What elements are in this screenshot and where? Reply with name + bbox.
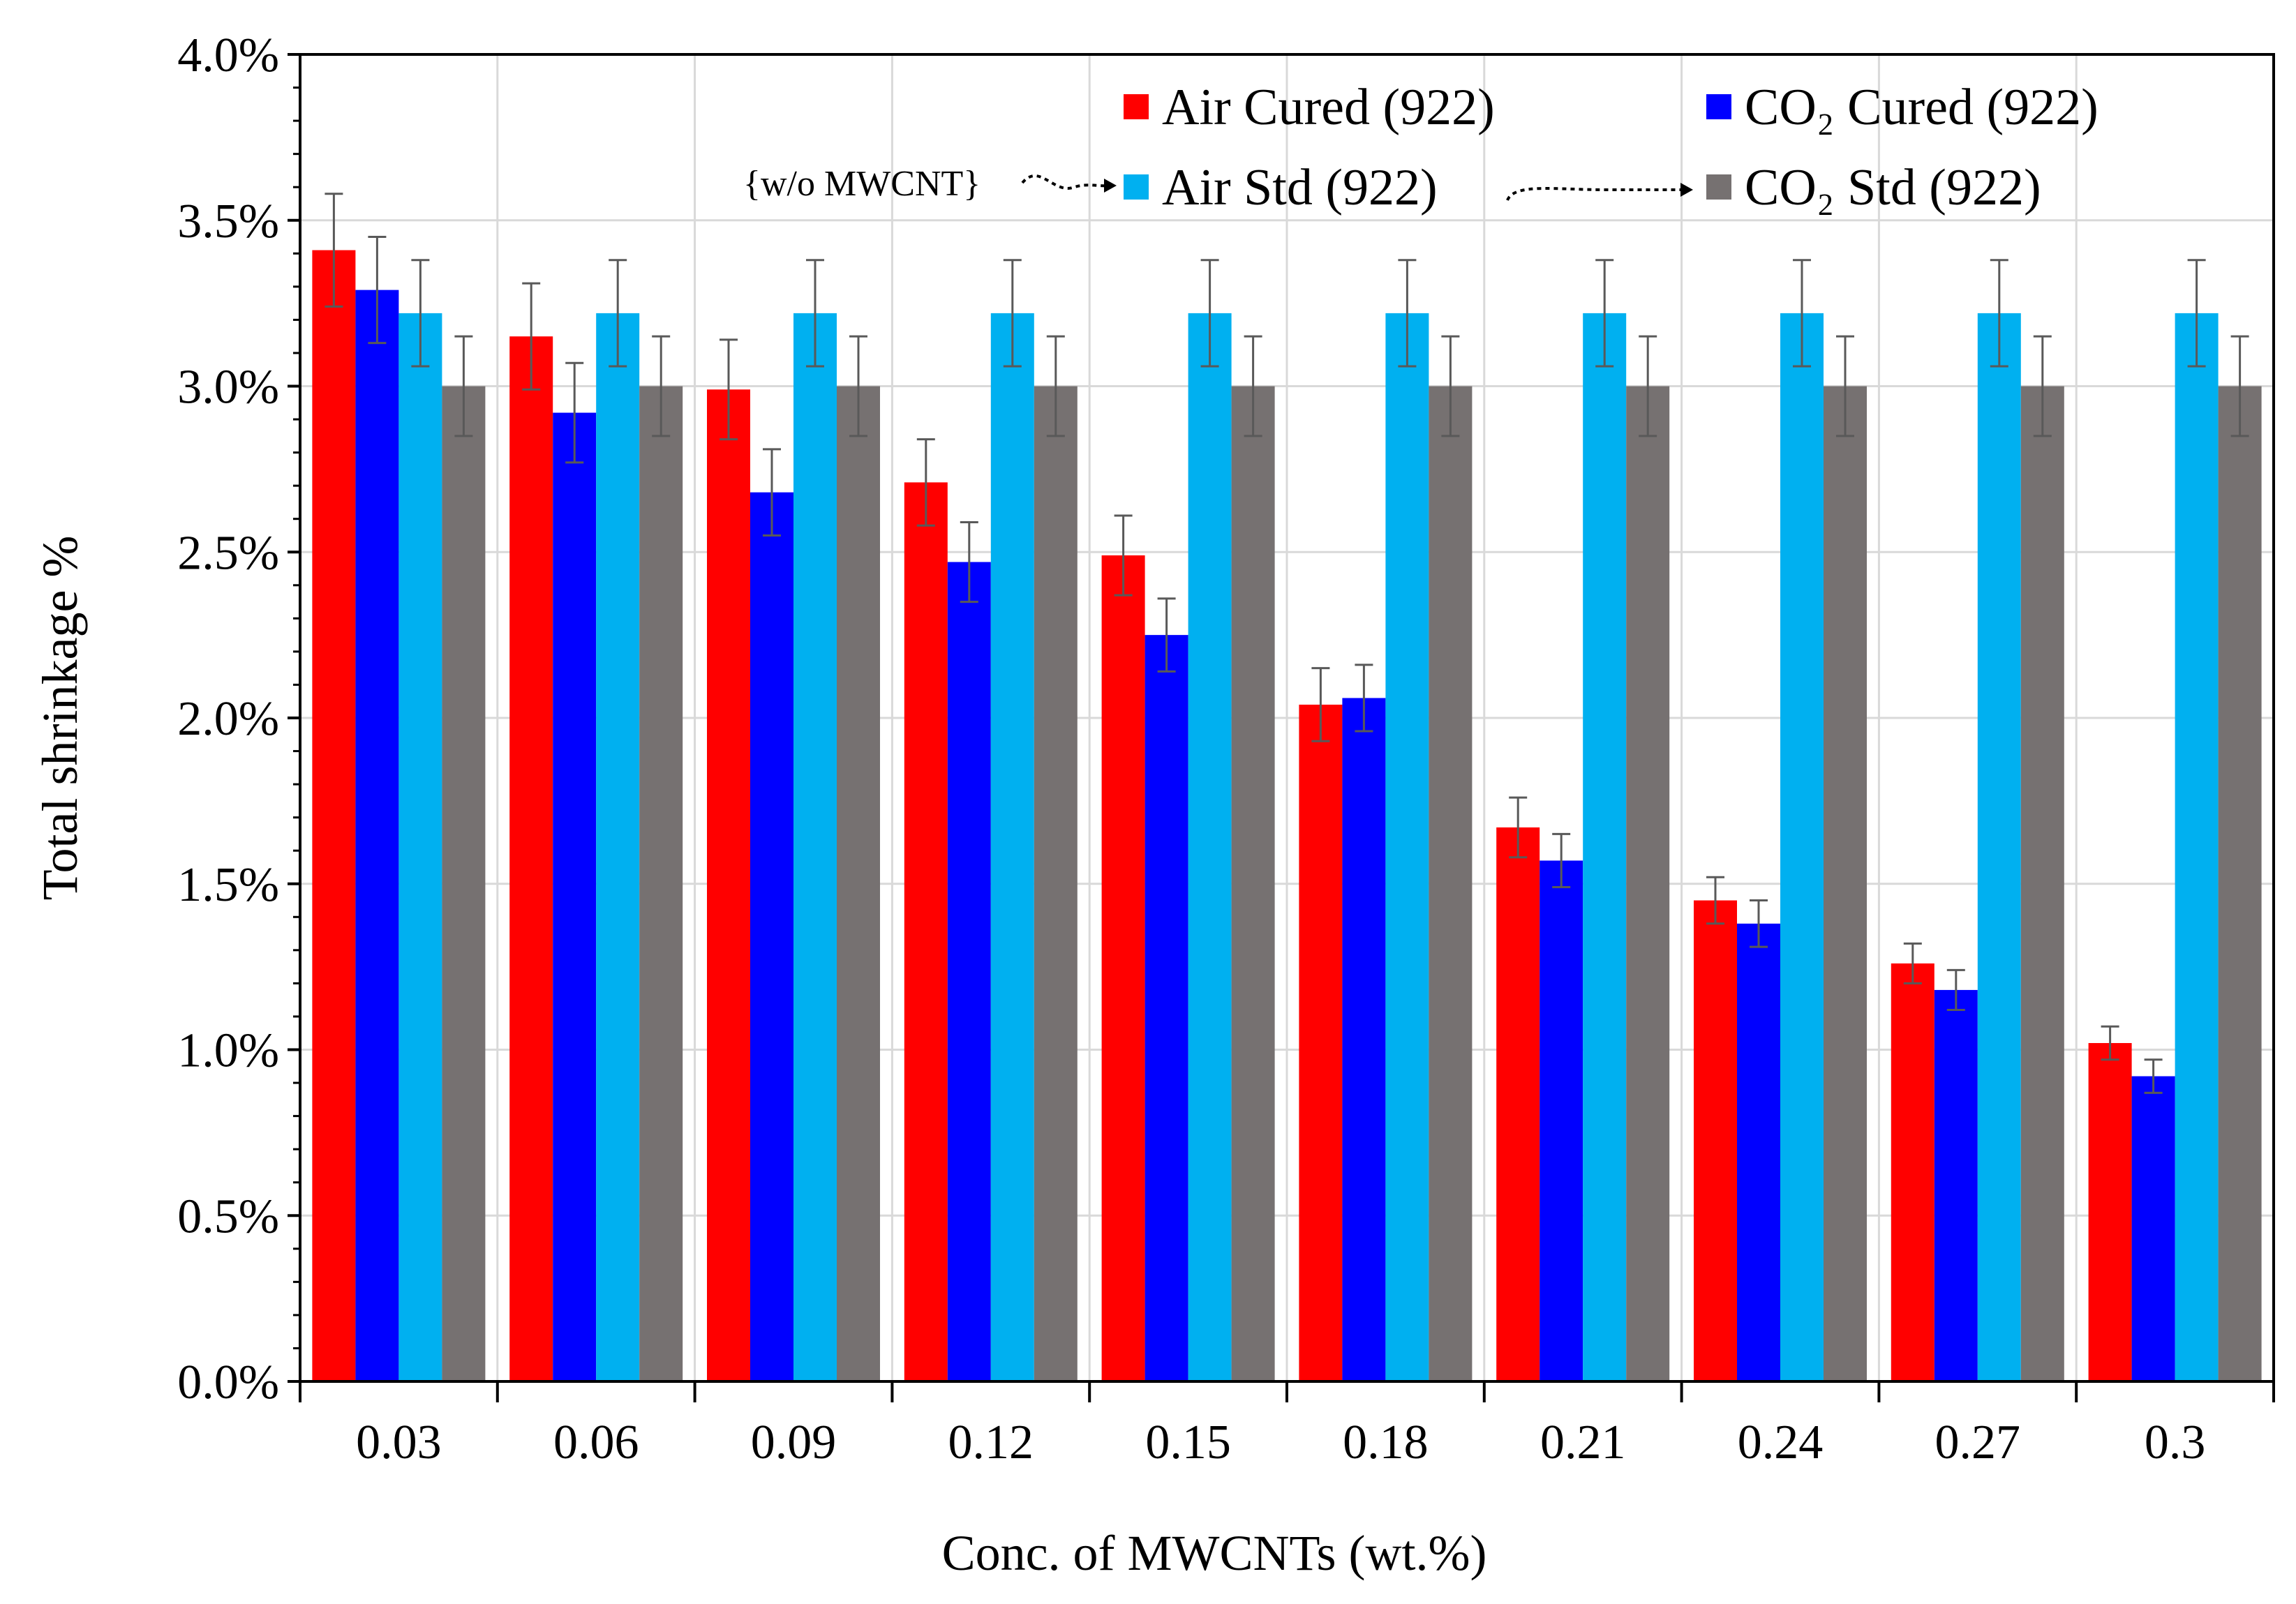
x-tick-label: 0.09 <box>751 1416 837 1469</box>
y-tick-label: 3.0% <box>177 361 279 414</box>
legend-label-air-std: Air Std (922) <box>1162 159 1438 216</box>
x-tick-label: 0.24 <box>1738 1416 1824 1469</box>
bar <box>1231 386 1275 1381</box>
bar <box>2020 386 2064 1381</box>
bar <box>1934 989 1978 1381</box>
annotation-arrowhead-2 <box>1680 183 1693 197</box>
y-tick-label: 0.5% <box>177 1190 279 1243</box>
bar <box>793 313 837 1381</box>
bar <box>837 386 880 1381</box>
annotation-arrow-1 <box>1021 174 1114 190</box>
bar <box>312 250 356 1381</box>
bar <box>1540 860 1583 1381</box>
bar <box>1101 555 1145 1381</box>
bar <box>639 386 683 1381</box>
x-axis-title: Conc. of MWCNTs (wt.%) <box>942 1525 1487 1581</box>
legend-label-air-cured: Air Cured (922) <box>1162 79 1495 136</box>
bar <box>1583 313 1627 1381</box>
legend: Air Cured (922) CO₂ Cured (922) Air Std … <box>743 79 2099 216</box>
x-tick-label: 0.12 <box>948 1416 1034 1469</box>
bar <box>750 492 793 1382</box>
y-axis-ticks: 0.0% 0.5% 1.0% 1.5% 2.0% 2.5% 3.0% 3.5% 4.0% <box>177 29 300 1409</box>
y-tick-label: 2.0% <box>177 692 279 746</box>
bar <box>1496 827 1540 1381</box>
legend-label-co2-std: CO₂ Std (922) <box>1745 159 2041 216</box>
y-axis-title: Total shrinkage % <box>32 536 88 901</box>
bar <box>553 412 597 1381</box>
y-tick-label: 3.5% <box>177 195 279 248</box>
annotation-arrowhead-1 <box>1104 179 1117 193</box>
annotation-without-mwcnt: {w/o MWCNT} <box>743 164 981 204</box>
bar <box>1342 698 1386 1381</box>
y-tick-label: 1.5% <box>177 858 279 912</box>
bar <box>509 336 553 1381</box>
y-tick-label: 4.0% <box>177 29 279 82</box>
bar <box>707 389 750 1381</box>
bar <box>2131 1076 2175 1381</box>
y-tick-label: 2.5% <box>177 526 279 580</box>
bar <box>355 290 399 1382</box>
bar <box>1385 313 1429 1381</box>
bar <box>596 313 640 1381</box>
bar <box>1429 386 1473 1381</box>
x-tick-label: 0.18 <box>1343 1416 1429 1469</box>
x-tick-label: 0.03 <box>356 1416 442 1469</box>
bar <box>2175 313 2219 1381</box>
error-bars <box>325 193 2249 1094</box>
bar <box>1299 704 1343 1381</box>
bar-marks <box>312 250 2262 1382</box>
x-tick-label: 0.15 <box>1145 1416 1231 1469</box>
bar <box>442 386 486 1381</box>
annotation-arrow-2 <box>1506 187 1689 201</box>
x-tick-label: 0.06 <box>553 1416 639 1469</box>
x-tick-label: 0.21 <box>1540 1416 1626 1469</box>
legend-swatch-co2-std <box>1706 174 1731 200</box>
bar <box>1034 386 1078 1381</box>
bar <box>1694 900 1737 1381</box>
legend-label-co2-cured: CO₂ Cured (922) <box>1745 79 2099 136</box>
bar <box>2088 1042 2132 1381</box>
bar <box>1626 386 1670 1381</box>
bar <box>1145 635 1188 1381</box>
bar <box>947 562 991 1381</box>
x-tick-label: 0.27 <box>1935 1416 2021 1469</box>
legend-swatch-air-std <box>1124 174 1149 200</box>
x-tick-label: 0.3 <box>2145 1416 2206 1469</box>
bar <box>1891 963 1935 1381</box>
bar <box>904 482 948 1381</box>
bar <box>1977 313 2021 1381</box>
bar <box>1780 313 1824 1381</box>
bar <box>1737 923 1780 1381</box>
y-tick-label: 1.0% <box>177 1024 279 1078</box>
bar <box>990 313 1034 1381</box>
y-tick-label: 0.0% <box>177 1356 279 1409</box>
bar <box>2218 386 2262 1381</box>
legend-swatch-air-cured <box>1124 94 1149 119</box>
legend-swatch-co2-cured <box>1706 94 1731 119</box>
x-axis-ticks: 0.03 0.06 0.09 0.12 0.15 0.18 0.21 0.24 0.27 0.3 <box>299 1381 2275 1469</box>
bar <box>1824 386 1867 1381</box>
bar <box>398 313 442 1381</box>
bar <box>1188 313 1232 1381</box>
